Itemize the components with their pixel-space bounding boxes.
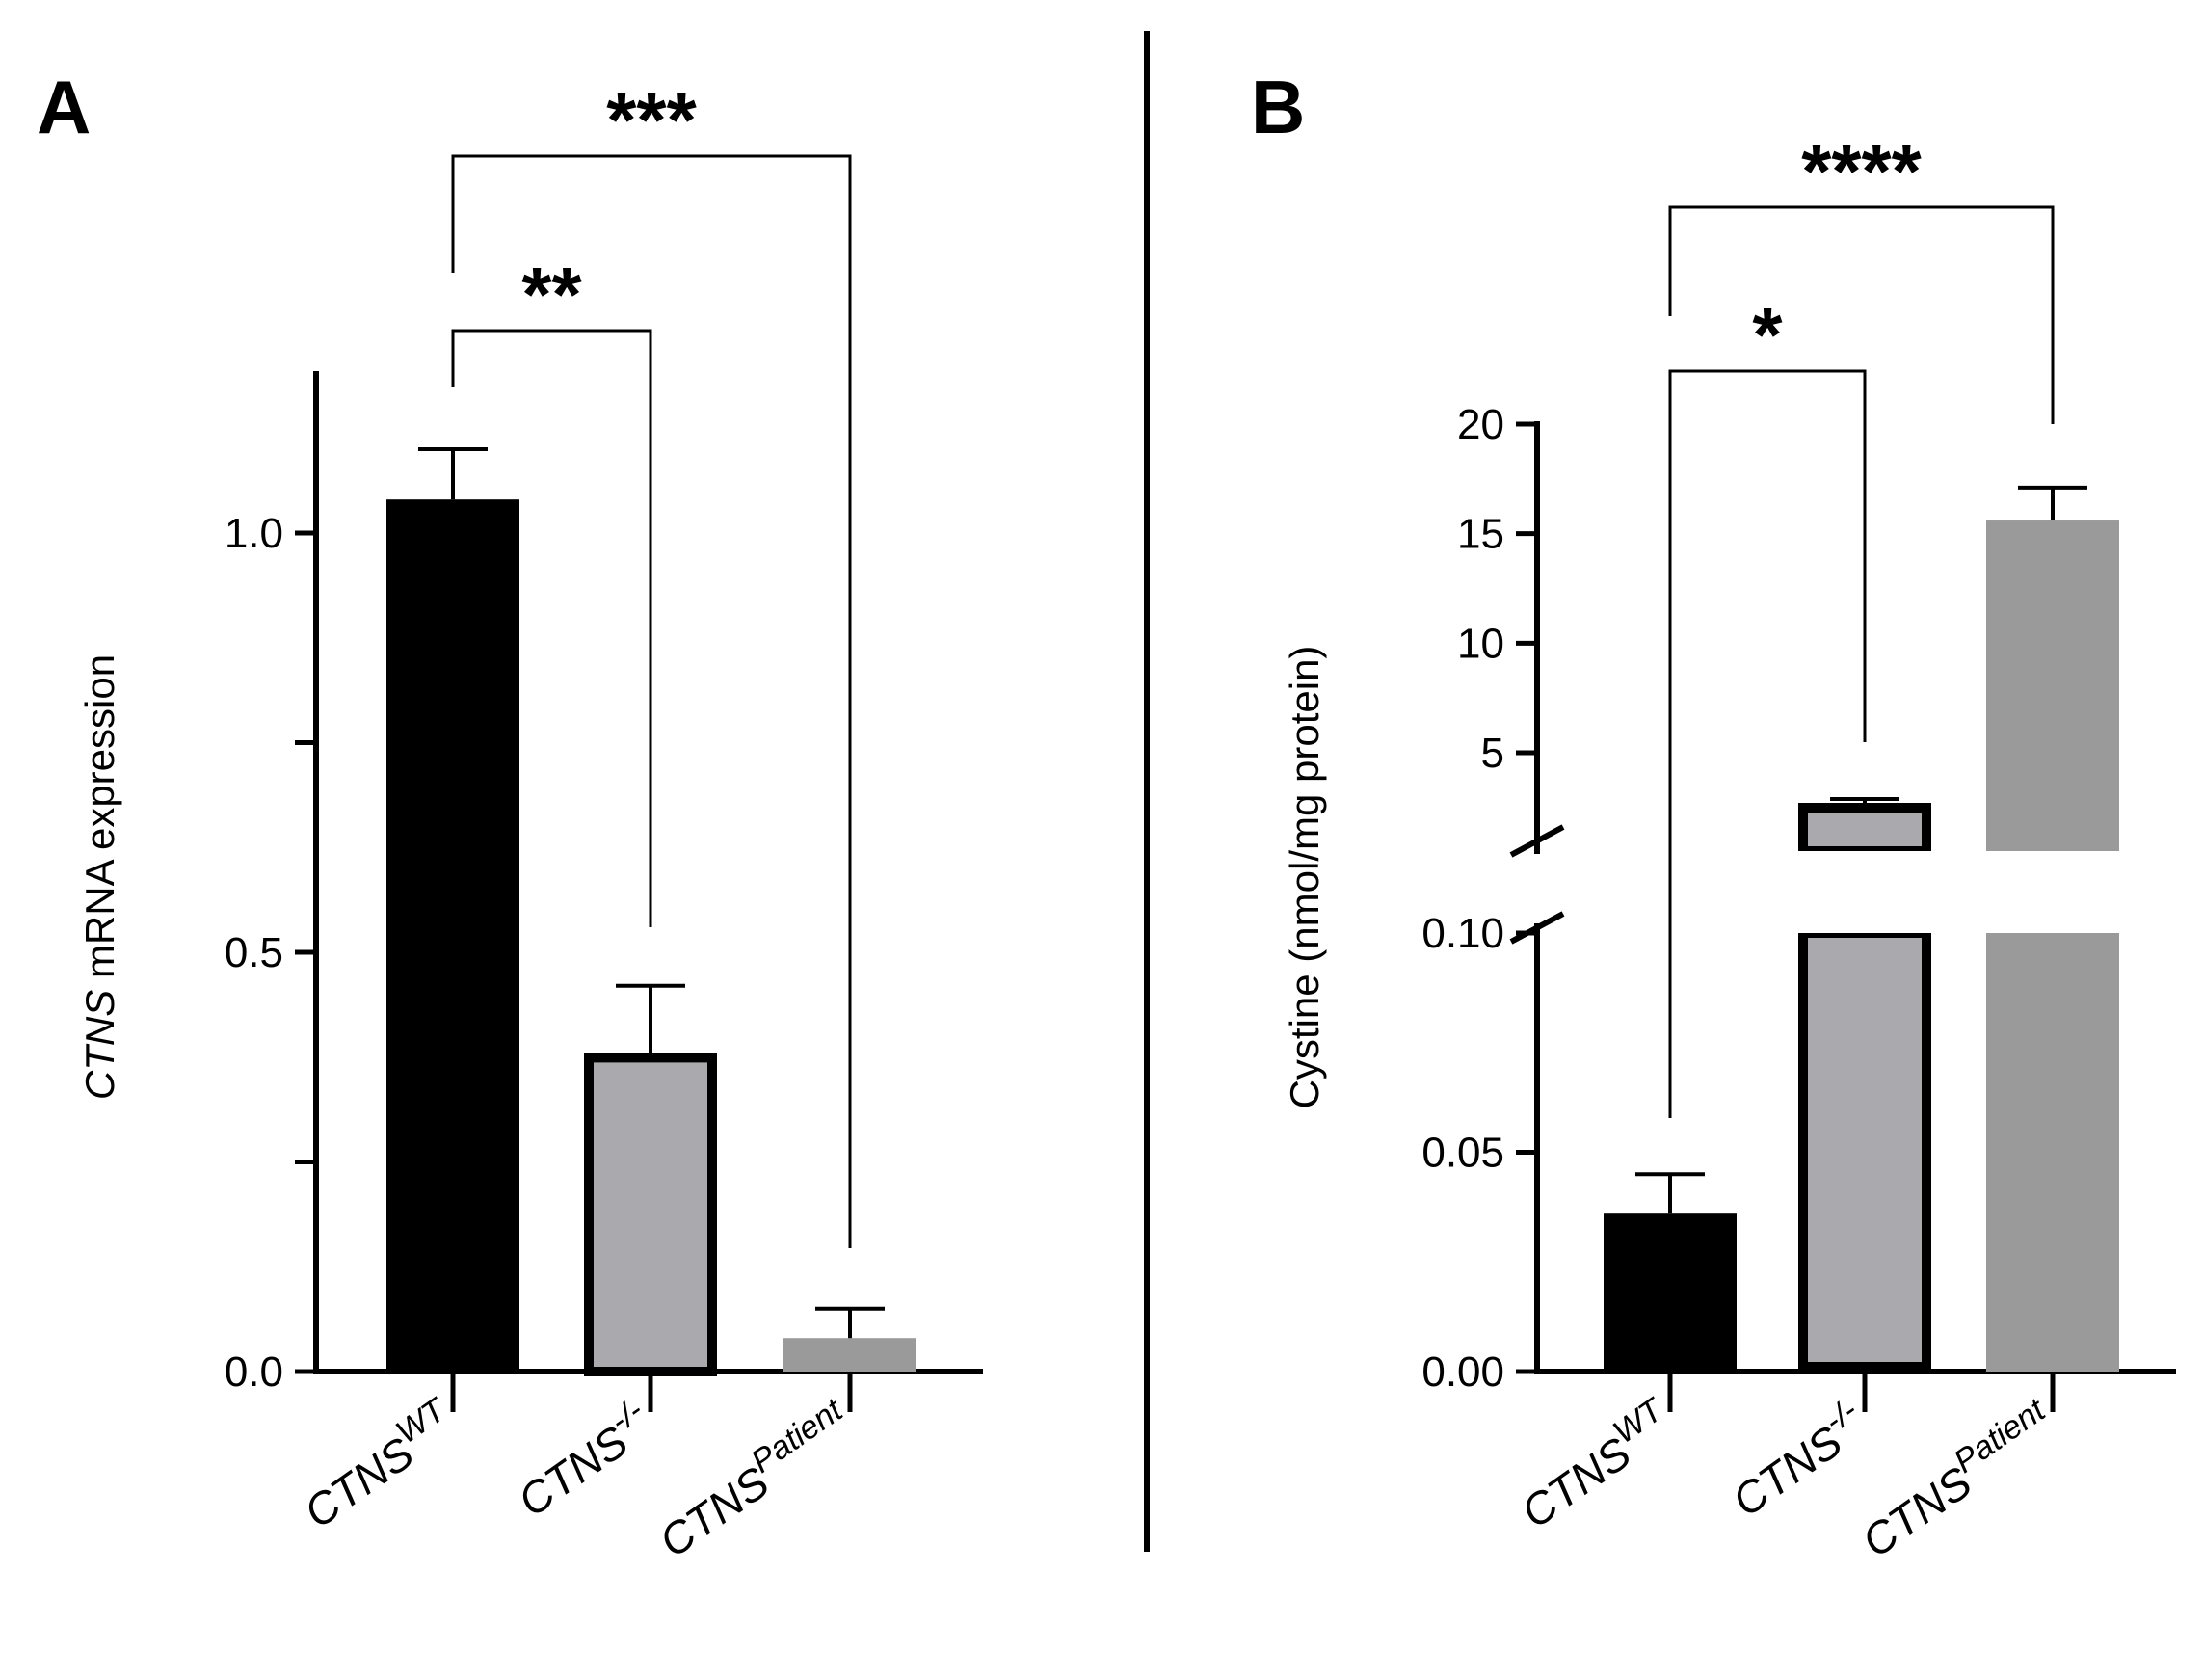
panel-b-x-tick-label-superscript: Patient	[1948, 1391, 2054, 1480]
panel-b-x-tick-label: CTNSPatient	[1848, 1391, 2065, 1567]
panel-b-y-tick-label: 15	[1457, 511, 1504, 558]
panel-a-x-tick-label-superscript: Patient	[745, 1391, 851, 1480]
panel-b-bar-break-gap	[1796, 851, 1933, 933]
panel-b-x-tick-label: CTNS-/-	[1718, 1392, 1875, 1526]
panel-b-axis-break-upper-mark	[1509, 824, 1565, 858]
panel-b-significance-2-label: ****	[1801, 128, 1922, 214]
panel-b-significance-1-bracket	[1668, 369, 1867, 1118]
panel-a-y-axis-label-rest: mRNA expression	[77, 654, 122, 990]
panel-b-significance-2-bracket	[1668, 205, 2055, 424]
panel-b-bar-upper-segment	[1986, 520, 2119, 851]
panel-a-significance-1-bracket	[451, 329, 652, 927]
panel-b-y-tick-label: 0.05	[1421, 1130, 1504, 1177]
panel-b-y-tick-label: 10	[1457, 620, 1504, 667]
panel-b-significance-1-label: *	[1752, 292, 1783, 378]
panel-a-y-tick-label: 1.0	[225, 510, 283, 557]
panel-b-bar-lower-segment	[1798, 928, 1931, 1372]
panel-a-x-tick-label: CTNS-/-	[504, 1392, 661, 1526]
panel-b-y-tick-label: 5	[1481, 730, 1504, 777]
panel-a-y-tick-label: 0.5	[225, 929, 283, 976]
panel-b-y-axis-label: Cystine (nmol/mg protein)	[1282, 646, 1327, 1109]
panel-b-y-tick-label: 0.10	[1421, 910, 1504, 957]
panel-b-x-tick-label: CTNSWT	[1507, 1391, 1683, 1538]
panel-a-x-tick-label-base: CTNS	[509, 1416, 637, 1527]
panel-a-y-tick-label: 0.0	[225, 1348, 283, 1396]
panel-a-x-tick-label: CTNSPatient	[646, 1391, 863, 1567]
panel-a-bar	[584, 1053, 717, 1377]
panel-b-chart: Cystine (nmol/mg protein) 0.00 0.05 0.10 5 1…	[1282, 128, 2176, 1567]
panel-b-x-tick-label-base: CTNS	[1853, 1456, 1981, 1567]
panel-a-x-tick-label: CTNSWT	[290, 1391, 465, 1538]
panel-b-axis-break-lower-mark	[1509, 911, 1565, 945]
panel-a-significance-2-label: ***	[606, 77, 697, 163]
panel-letter-a: A	[37, 65, 91, 149]
panel-letter-b: B	[1251, 65, 1305, 149]
panel-b-x-tick-label-base: CTNS	[1723, 1416, 1851, 1527]
panel-a-bar	[386, 499, 519, 1372]
panel-a-significance-1-label: **	[521, 252, 582, 337]
panel-b-bar	[1604, 1213, 1737, 1372]
panel-b-bar-upper-segment	[1798, 803, 1931, 856]
panel-a-y-axis-label: CTNS mRNA expression	[77, 654, 122, 1100]
panel-a-x-tick-label-base: CTNS	[651, 1456, 779, 1567]
panel-a-bar	[783, 1338, 916, 1372]
panel-a-significance-2-bracket	[451, 154, 852, 1248]
panel-a-y-axis-label-gene: CTNS	[77, 990, 122, 1100]
panel-a-x-tick-label-base: CTNS	[295, 1427, 423, 1538]
panel-b-x-tick-label-base: CTNS	[1512, 1427, 1640, 1538]
panel-b-y-tick-label: 0.00	[1421, 1348, 1504, 1396]
panel-b-bar-lower-segment	[1986, 933, 2119, 1372]
panel-b-y-tick-label: 20	[1457, 401, 1504, 448]
